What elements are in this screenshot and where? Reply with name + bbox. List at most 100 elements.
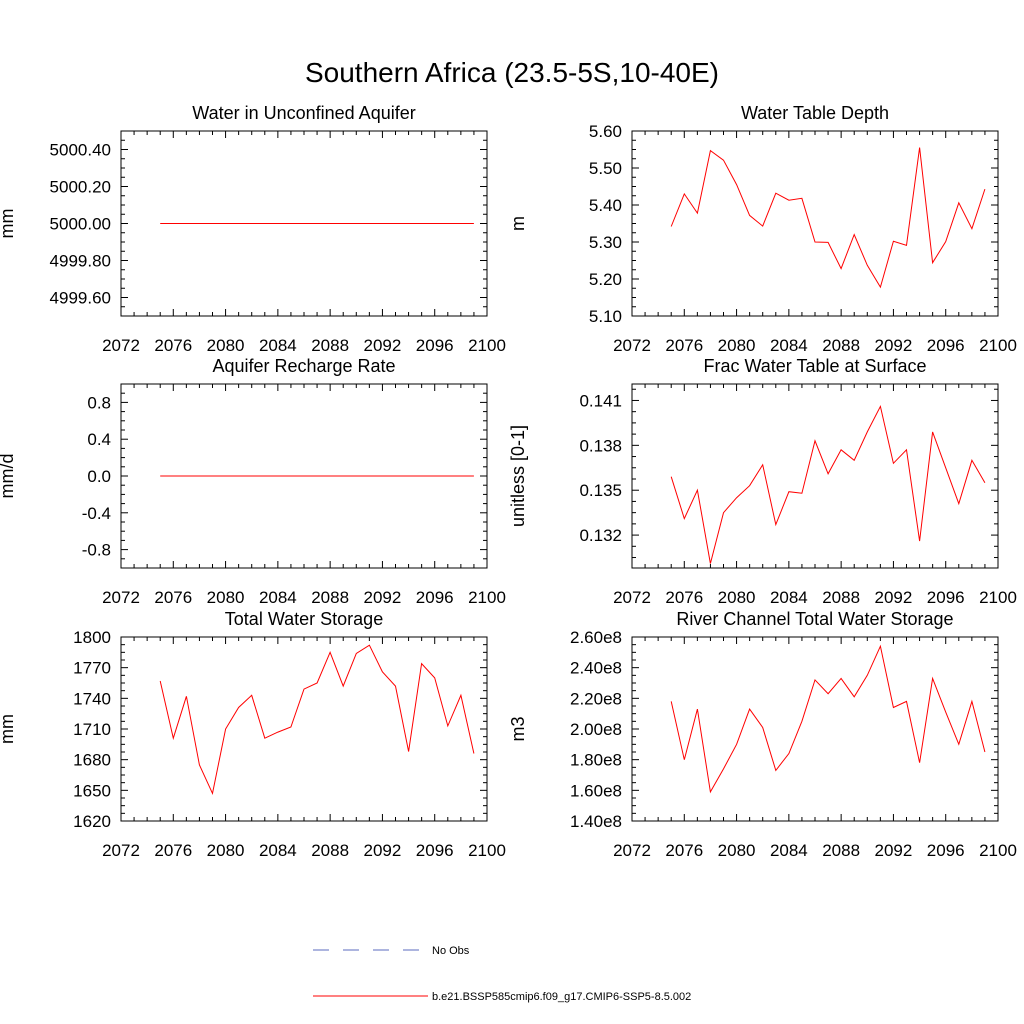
x-tick-label: 2088 bbox=[311, 588, 349, 607]
y-tick-label: 5.50 bbox=[589, 159, 622, 178]
x-tick-label: 2084 bbox=[259, 841, 297, 860]
panel-title: Water in Unconfined Aquifer bbox=[192, 103, 415, 123]
x-tick-label: 2084 bbox=[259, 588, 297, 607]
y-tick-label: 0.0 bbox=[87, 467, 111, 486]
x-tick-label: 2092 bbox=[364, 588, 402, 607]
y-tick-label: 1.60e8 bbox=[570, 781, 622, 800]
y-tick-label: 1650 bbox=[73, 781, 111, 800]
x-tick-label: 2076 bbox=[154, 841, 192, 860]
x-tick-label: 2080 bbox=[718, 841, 756, 860]
x-tick-label: 2076 bbox=[154, 588, 192, 607]
series-line bbox=[159, 644, 475, 796]
x-tick-label: 2096 bbox=[927, 588, 965, 607]
chart-panel-2: Aquifer Recharge Rate mm/d 2072 2076 2080 208… bbox=[0, 356, 506, 607]
chart-panel-5: River Channel Total Water Storage m3 2072 2… bbox=[508, 609, 1017, 860]
y-tick-label: 1770 bbox=[73, 659, 111, 678]
y-tick-label: 0.141 bbox=[579, 391, 622, 410]
series-line bbox=[670, 404, 986, 564]
x-tick-label: 2092 bbox=[875, 588, 913, 607]
x-tick-label: 2072 bbox=[102, 588, 140, 607]
x-tick-label: 2088 bbox=[311, 841, 349, 860]
legend-label-no-obs: No Obs bbox=[432, 945, 470, 957]
y-axis-label: m bbox=[508, 216, 528, 231]
y-tick-label: 4999.80 bbox=[50, 252, 111, 271]
y-tick-label: 5.60 bbox=[589, 122, 622, 141]
x-tick-label: 2100 bbox=[468, 336, 506, 355]
panel-title: Water Table Depth bbox=[741, 103, 889, 123]
x-tick-label: 2080 bbox=[207, 841, 245, 860]
y-tick-label: 1.40e8 bbox=[570, 812, 622, 831]
x-tick-label: 2072 bbox=[613, 336, 651, 355]
y-tick-label: 0.4 bbox=[87, 430, 111, 449]
legend-label-model: b.e21.BSSP585cmip6.f09_g17.CMIP6-SSP5-8.… bbox=[432, 991, 691, 1003]
x-tick-label: 2100 bbox=[468, 588, 506, 607]
y-tick-label: 5.30 bbox=[589, 233, 622, 252]
x-tick-label: 2084 bbox=[770, 336, 808, 355]
x-tick-label: 2080 bbox=[207, 588, 245, 607]
y-tick-label: 1620 bbox=[73, 812, 111, 831]
chart-panels: Water in Unconfined Aquifer mm 2072 2076 208… bbox=[0, 103, 1017, 860]
series-line bbox=[670, 644, 986, 794]
x-tick-label: 2076 bbox=[665, 336, 703, 355]
x-tick-label: 2088 bbox=[822, 841, 860, 860]
x-tick-label: 2072 bbox=[102, 336, 140, 355]
y-tick-label: 2.20e8 bbox=[570, 689, 622, 708]
x-tick-label: 2076 bbox=[154, 336, 192, 355]
x-tick-label: 2072 bbox=[102, 841, 140, 860]
panel-title: Total Water Storage bbox=[225, 609, 383, 629]
x-tick-label: 2072 bbox=[613, 588, 651, 607]
y-tick-label: 5000.40 bbox=[50, 141, 111, 160]
figure-title: Southern Africa (23.5-5S,10-40E) bbox=[305, 57, 719, 88]
x-tick-label: 2092 bbox=[875, 841, 913, 860]
y-tick-label: 0.138 bbox=[579, 436, 622, 455]
y-tick-label: 5.40 bbox=[589, 196, 622, 215]
y-axis-label: mm/d bbox=[0, 454, 17, 499]
y-tick-label: 2.00e8 bbox=[570, 720, 622, 739]
x-tick-label: 2088 bbox=[822, 588, 860, 607]
y-tick-label: 1800 bbox=[73, 628, 111, 647]
y-tick-label: 5000.00 bbox=[50, 215, 111, 234]
y-axis-label: unitless [0-1] bbox=[508, 425, 528, 527]
x-tick-label: 2080 bbox=[718, 588, 756, 607]
chart-panel-3: Frac Water Table at Surface unitless [0-1… bbox=[508, 356, 1017, 607]
x-tick-label: 2100 bbox=[979, 841, 1017, 860]
x-tick-label: 2092 bbox=[364, 336, 402, 355]
x-tick-label: 2100 bbox=[979, 336, 1017, 355]
y-tick-label: 1710 bbox=[73, 720, 111, 739]
x-tick-label: 2100 bbox=[468, 841, 506, 860]
y-tick-label: 0.132 bbox=[579, 526, 622, 545]
x-tick-label: 2072 bbox=[613, 841, 651, 860]
panel-title: Aquifer Recharge Rate bbox=[212, 356, 395, 376]
y-tick-label: 5.10 bbox=[589, 307, 622, 326]
legend: No Obs b.e21.BSSP585cmip6.f09_g17.CMIP6-… bbox=[313, 945, 691, 1003]
y-tick-label: 4999.60 bbox=[50, 289, 111, 308]
x-tick-label: 2096 bbox=[416, 841, 454, 860]
y-tick-label: 2.40e8 bbox=[570, 659, 622, 678]
x-tick-label: 2084 bbox=[259, 336, 297, 355]
x-tick-label: 2100 bbox=[979, 588, 1017, 607]
x-tick-label: 2084 bbox=[770, 588, 808, 607]
chart-panel-1: Water Table Depth m 2072 2076 2080 2084 2088 20… bbox=[508, 103, 1017, 355]
panel-title: Frac Water Table at Surface bbox=[703, 356, 926, 376]
panel-title: River Channel Total Water Storage bbox=[676, 609, 953, 629]
y-tick-label: -0.4 bbox=[82, 504, 111, 523]
y-tick-label: 1740 bbox=[73, 689, 111, 708]
x-tick-label: 2096 bbox=[416, 336, 454, 355]
x-tick-label: 2092 bbox=[875, 336, 913, 355]
y-tick-label: 5.20 bbox=[589, 270, 622, 289]
x-tick-label: 2084 bbox=[770, 841, 808, 860]
y-tick-label: 1.80e8 bbox=[570, 751, 622, 770]
y-tick-label: 2.60e8 bbox=[570, 628, 622, 647]
x-tick-label: 2076 bbox=[665, 588, 703, 607]
x-tick-label: 2096 bbox=[927, 336, 965, 355]
x-tick-label: 2096 bbox=[416, 588, 454, 607]
x-tick-label: 2080 bbox=[718, 336, 756, 355]
x-tick-label: 2080 bbox=[207, 336, 245, 355]
y-axis-label: mm bbox=[0, 714, 17, 744]
chart-panel-4: Total Water Storage mm 2072 2076 2080 2084 208… bbox=[0, 609, 506, 860]
y-tick-label: 5000.20 bbox=[50, 178, 111, 197]
y-tick-label: -0.8 bbox=[82, 541, 111, 560]
x-tick-label: 2092 bbox=[364, 841, 402, 860]
x-tick-label: 2088 bbox=[311, 336, 349, 355]
